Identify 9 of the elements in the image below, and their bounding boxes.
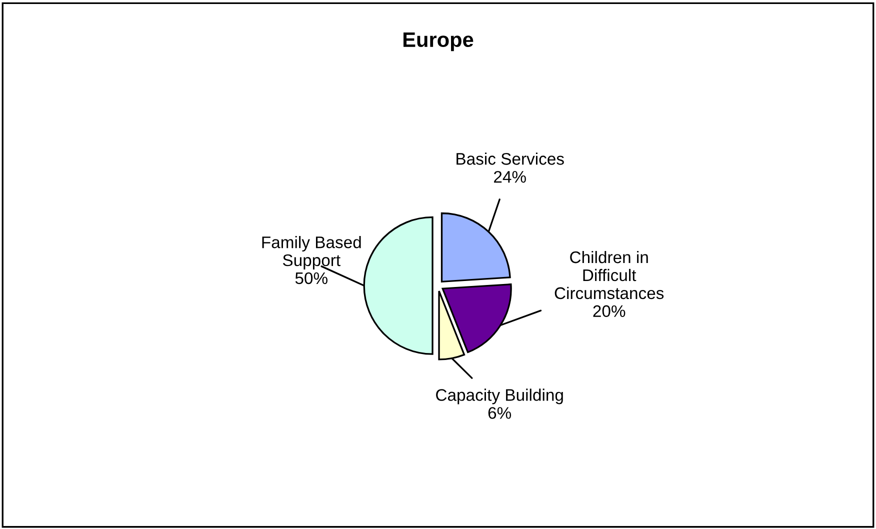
slice-label: Family Based Support (262, 236, 361, 270)
data-label: 20% (593, 305, 626, 318)
data-label: 24% (494, 170, 526, 183)
slice-label: Basic Services (456, 152, 564, 165)
slice-label: Children in Difficult Circumstances (554, 250, 664, 300)
data-label: 50% (295, 272, 328, 284)
chart-title: Europe (404, 32, 474, 52)
data-label: 6% (488, 407, 512, 419)
slice-label: Capacity Building (436, 388, 563, 404)
